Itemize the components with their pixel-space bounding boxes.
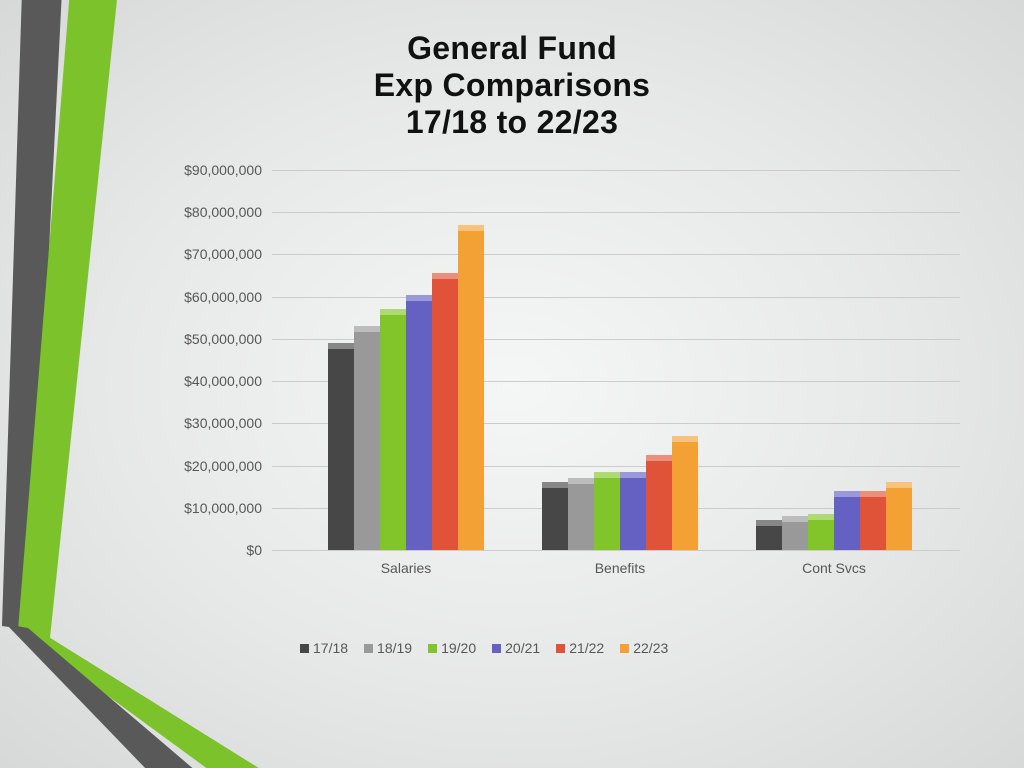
legend-swatch <box>300 644 309 653</box>
bar-group <box>756 170 912 550</box>
bar <box>782 516 808 550</box>
title-line1: General Fund <box>0 30 1024 67</box>
bar <box>860 491 886 550</box>
legend-label: 18/19 <box>377 640 412 656</box>
bar <box>834 491 860 550</box>
gridline <box>272 550 960 551</box>
y-tick-label: $0 <box>246 542 262 558</box>
legend-label: 22/23 <box>633 640 668 656</box>
bar <box>328 343 354 550</box>
category-label: Benefits <box>522 560 718 576</box>
bar <box>380 309 406 550</box>
legend-label: 21/22 <box>569 640 604 656</box>
y-tick-label: $10,000,000 <box>184 500 262 516</box>
bar-group <box>542 170 698 550</box>
plot-area <box>272 170 960 550</box>
legend-item: 21/22 <box>556 640 604 656</box>
y-tick-label: $40,000,000 <box>184 373 262 389</box>
y-tick-label: $20,000,000 <box>184 458 262 474</box>
legend-item: 22/23 <box>620 640 668 656</box>
y-tick-label: $50,000,000 <box>184 331 262 347</box>
chart: $0 $10,000,000 $20,000,000 $30,000,000 $40,0… <box>180 170 960 610</box>
bar <box>756 520 782 550</box>
bar <box>594 472 620 550</box>
y-tick-label: $90,000,000 <box>184 162 262 178</box>
title-line3: 17/18 to 22/23 <box>0 104 1024 141</box>
bar <box>568 478 594 550</box>
y-tick-label: $80,000,000 <box>184 204 262 220</box>
category-label: Cont Svcs <box>736 560 932 576</box>
legend-swatch <box>620 644 629 653</box>
legend-item: 19/20 <box>428 640 476 656</box>
bar <box>354 326 380 550</box>
bar <box>432 273 458 550</box>
bar <box>672 436 698 550</box>
y-tick-label: $60,000,000 <box>184 289 262 305</box>
legend-item: 20/21 <box>492 640 540 656</box>
page-title: General Fund Exp Comparisons 17/18 to 22… <box>0 30 1024 140</box>
legend-item: 18/19 <box>364 640 412 656</box>
bar <box>646 455 672 550</box>
legend-swatch <box>364 644 373 653</box>
bar-group <box>328 170 484 550</box>
category-label: Salaries <box>308 560 504 576</box>
legend-item: 17/18 <box>300 640 348 656</box>
bar <box>542 482 568 550</box>
legend-swatch <box>492 644 501 653</box>
legend-label: 20/21 <box>505 640 540 656</box>
title-line2: Exp Comparisons <box>0 67 1024 104</box>
bar <box>458 225 484 550</box>
bar <box>808 514 834 550</box>
bar <box>406 295 432 550</box>
y-tick-label: $30,000,000 <box>184 415 262 431</box>
legend: 17/18 18/19 19/20 20/21 21/22 22/23 <box>300 640 668 656</box>
legend-label: 17/18 <box>313 640 348 656</box>
y-tick-label: $70,000,000 <box>184 246 262 262</box>
legend-swatch <box>556 644 565 653</box>
bar <box>886 482 912 550</box>
legend-swatch <box>428 644 437 653</box>
legend-label: 19/20 <box>441 640 476 656</box>
y-axis-labels: $0$10,000,000$20,000,000$30,000,000$40,0… <box>180 170 268 550</box>
bar <box>620 472 646 550</box>
